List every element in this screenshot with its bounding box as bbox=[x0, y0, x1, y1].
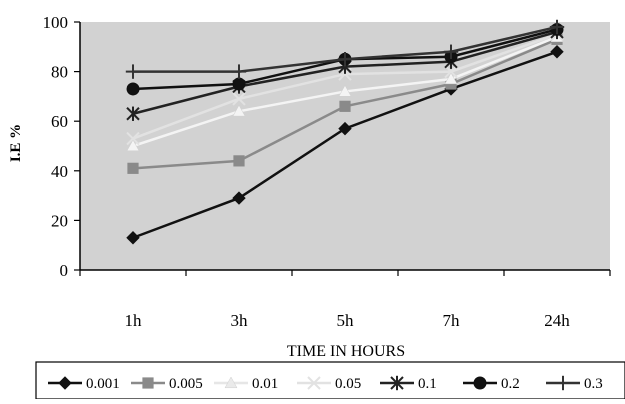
data-point-0.3 bbox=[337, 52, 353, 67]
square-marker-shape bbox=[142, 377, 154, 389]
legend-label: 0.001 bbox=[86, 376, 120, 392]
data-point-0.3 bbox=[549, 19, 565, 35]
data-point-0.3 bbox=[443, 44, 459, 59]
legend-label: 0.005 bbox=[169, 376, 203, 392]
legend-label: 0.05 bbox=[335, 376, 361, 392]
x-marker-stroke bbox=[126, 131, 140, 146]
x-tick-label: 5h bbox=[337, 311, 355, 330]
x-marker-stroke bbox=[232, 92, 246, 106]
y-tick-label: 80 bbox=[51, 63, 68, 82]
diamond-marker-shape bbox=[232, 191, 246, 205]
data-point-0.001 bbox=[126, 231, 140, 245]
data-point-0.05 bbox=[232, 92, 246, 106]
legend-marker bbox=[473, 376, 487, 390]
triangle-marker-shape bbox=[338, 84, 352, 97]
legend-label: 0.01 bbox=[252, 376, 278, 392]
diamond-marker-shape bbox=[338, 121, 352, 136]
y-tick-label: 20 bbox=[51, 211, 68, 230]
square-marker-shape bbox=[233, 155, 245, 167]
x-marker-stroke bbox=[307, 376, 321, 390]
diamond-marker-shape bbox=[126, 231, 140, 245]
circle-marker-shape bbox=[473, 376, 487, 390]
x-axis-label: TIME IN HOURS bbox=[287, 343, 405, 360]
x-tick-label: 24h bbox=[544, 311, 570, 330]
legend-box bbox=[35, 361, 625, 400]
diamond-marker-shape bbox=[550, 45, 564, 59]
data-point-0.001 bbox=[338, 121, 352, 136]
data-point-0.01 bbox=[232, 104, 246, 117]
x-tick-label: 3h bbox=[231, 311, 249, 330]
legend-label: 0.3 bbox=[584, 376, 603, 392]
legend-entry: 0.001 bbox=[48, 376, 120, 392]
data-point-0.3 bbox=[125, 64, 141, 79]
data-point-0.005 bbox=[233, 155, 245, 167]
legend-marker bbox=[58, 376, 72, 390]
triangle-marker-shape bbox=[224, 376, 238, 389]
legend-label: 0.1 bbox=[418, 376, 437, 392]
y-tick-label: 100 bbox=[43, 13, 69, 32]
y-tick-label: 40 bbox=[51, 162, 68, 181]
legend-entry: 0.05 bbox=[297, 376, 361, 392]
data-point-0.2 bbox=[126, 82, 140, 96]
data-point-0.001 bbox=[232, 191, 246, 205]
legend-marker bbox=[142, 377, 154, 389]
legend-marker bbox=[307, 376, 321, 390]
circle-marker-shape bbox=[232, 77, 246, 91]
data-point-0.01 bbox=[338, 84, 352, 97]
legend-entry: 0.3 bbox=[546, 375, 603, 392]
legend: 0.001 0.005 0.01 0.05 0.1 0.2 0.3 bbox=[35, 361, 625, 400]
y-tick-label: 60 bbox=[51, 112, 68, 131]
data-point-0.1 bbox=[126, 106, 140, 121]
legend-marker bbox=[555, 375, 571, 391]
y-tick-label: 0 bbox=[60, 261, 69, 280]
triangle-marker-shape bbox=[444, 72, 458, 85]
data-point-0.01 bbox=[126, 139, 140, 152]
y-axis-label: I.E % bbox=[8, 124, 24, 162]
data-point-0.005 bbox=[127, 162, 139, 174]
data-point-0.01 bbox=[444, 72, 458, 85]
legend-entry: 0.005 bbox=[131, 376, 203, 392]
diamond-marker-shape bbox=[58, 376, 72, 390]
legend-marker bbox=[224, 376, 238, 389]
data-point-0.05 bbox=[444, 64, 458, 79]
legend-entry: 0.2 bbox=[463, 376, 520, 392]
triangle-marker-shape bbox=[126, 139, 140, 152]
legend-marker bbox=[390, 375, 404, 391]
data-point-0.001 bbox=[550, 45, 564, 59]
data-point-0.3 bbox=[231, 64, 247, 79]
legend-entry: 0.01 bbox=[214, 376, 278, 392]
square-marker-shape bbox=[127, 162, 139, 174]
legend-entry: 0.1 bbox=[380, 375, 437, 392]
data-point-0.05 bbox=[126, 131, 140, 146]
square-marker-shape bbox=[339, 100, 351, 112]
x-tick-label: 1h bbox=[125, 311, 143, 330]
data-point-0.005 bbox=[339, 100, 351, 112]
legend-label: 0.2 bbox=[501, 376, 520, 392]
data-point-0.2 bbox=[232, 77, 246, 91]
x-tick-label: 7h bbox=[443, 311, 461, 330]
triangle-marker-shape bbox=[232, 104, 246, 117]
circle-marker-shape bbox=[126, 82, 140, 96]
x-marker-stroke bbox=[444, 64, 458, 79]
